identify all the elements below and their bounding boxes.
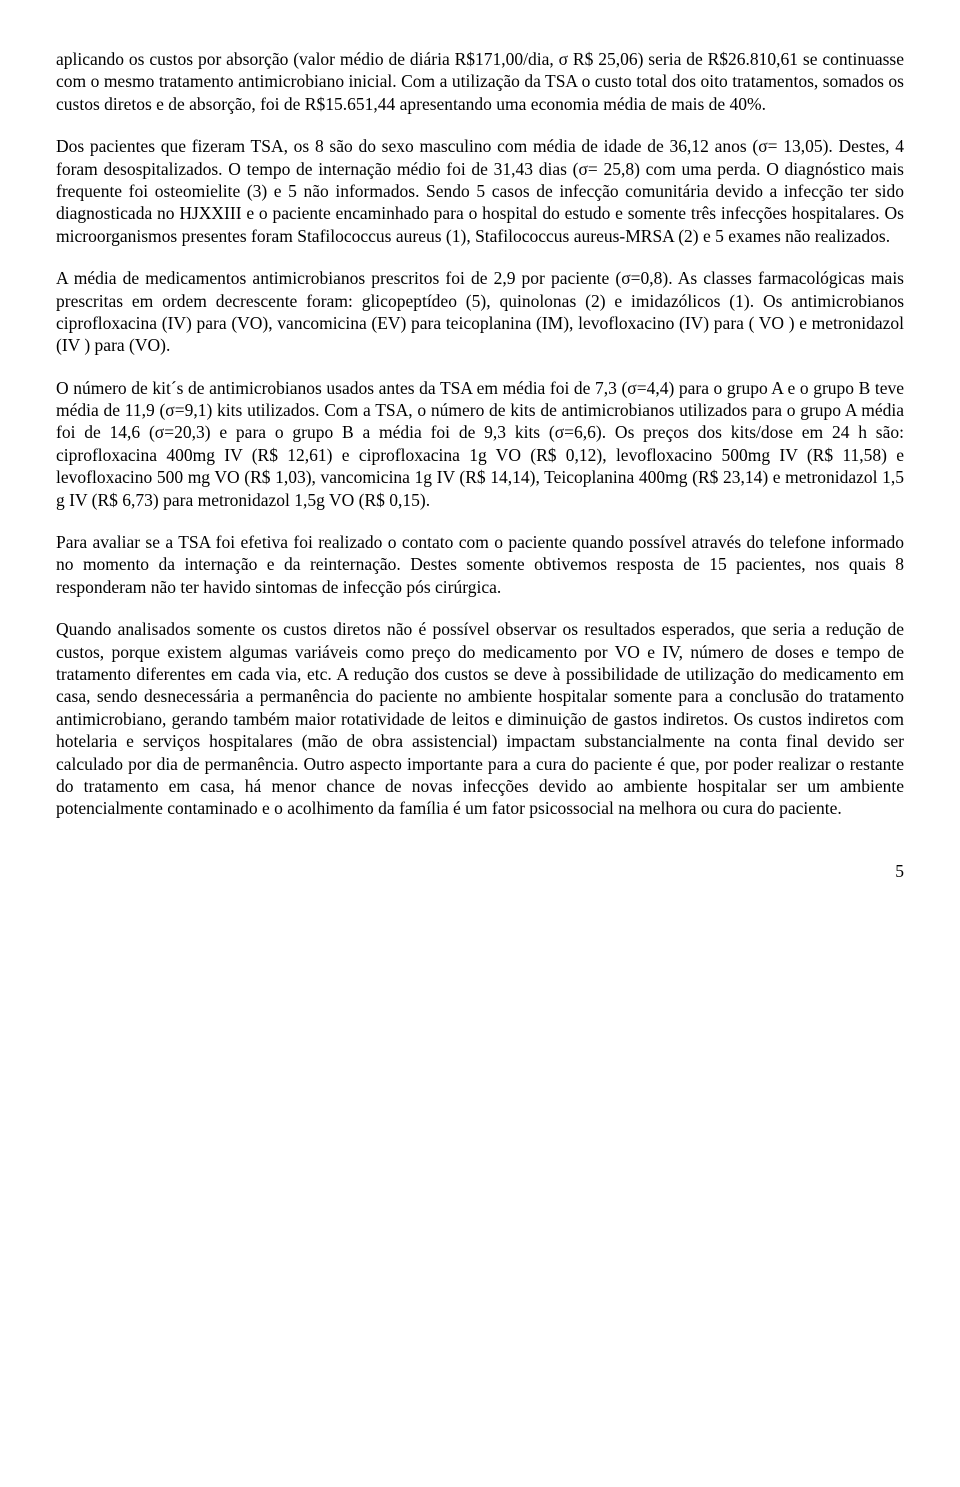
body-paragraph: O número de kit´s de antimicrobianos usa…	[56, 377, 904, 511]
body-paragraph: aplicando os custos por absorção (valor …	[56, 48, 904, 115]
body-paragraph: Para avaliar se a TSA foi efetiva foi re…	[56, 531, 904, 598]
body-paragraph: Dos pacientes que fizeram TSA, os 8 são …	[56, 135, 904, 247]
body-paragraph: A média de medicamentos antimicrobianos …	[56, 267, 904, 357]
body-paragraph: Quando analisados somente os custos dire…	[56, 618, 904, 820]
page-number: 5	[56, 860, 904, 882]
